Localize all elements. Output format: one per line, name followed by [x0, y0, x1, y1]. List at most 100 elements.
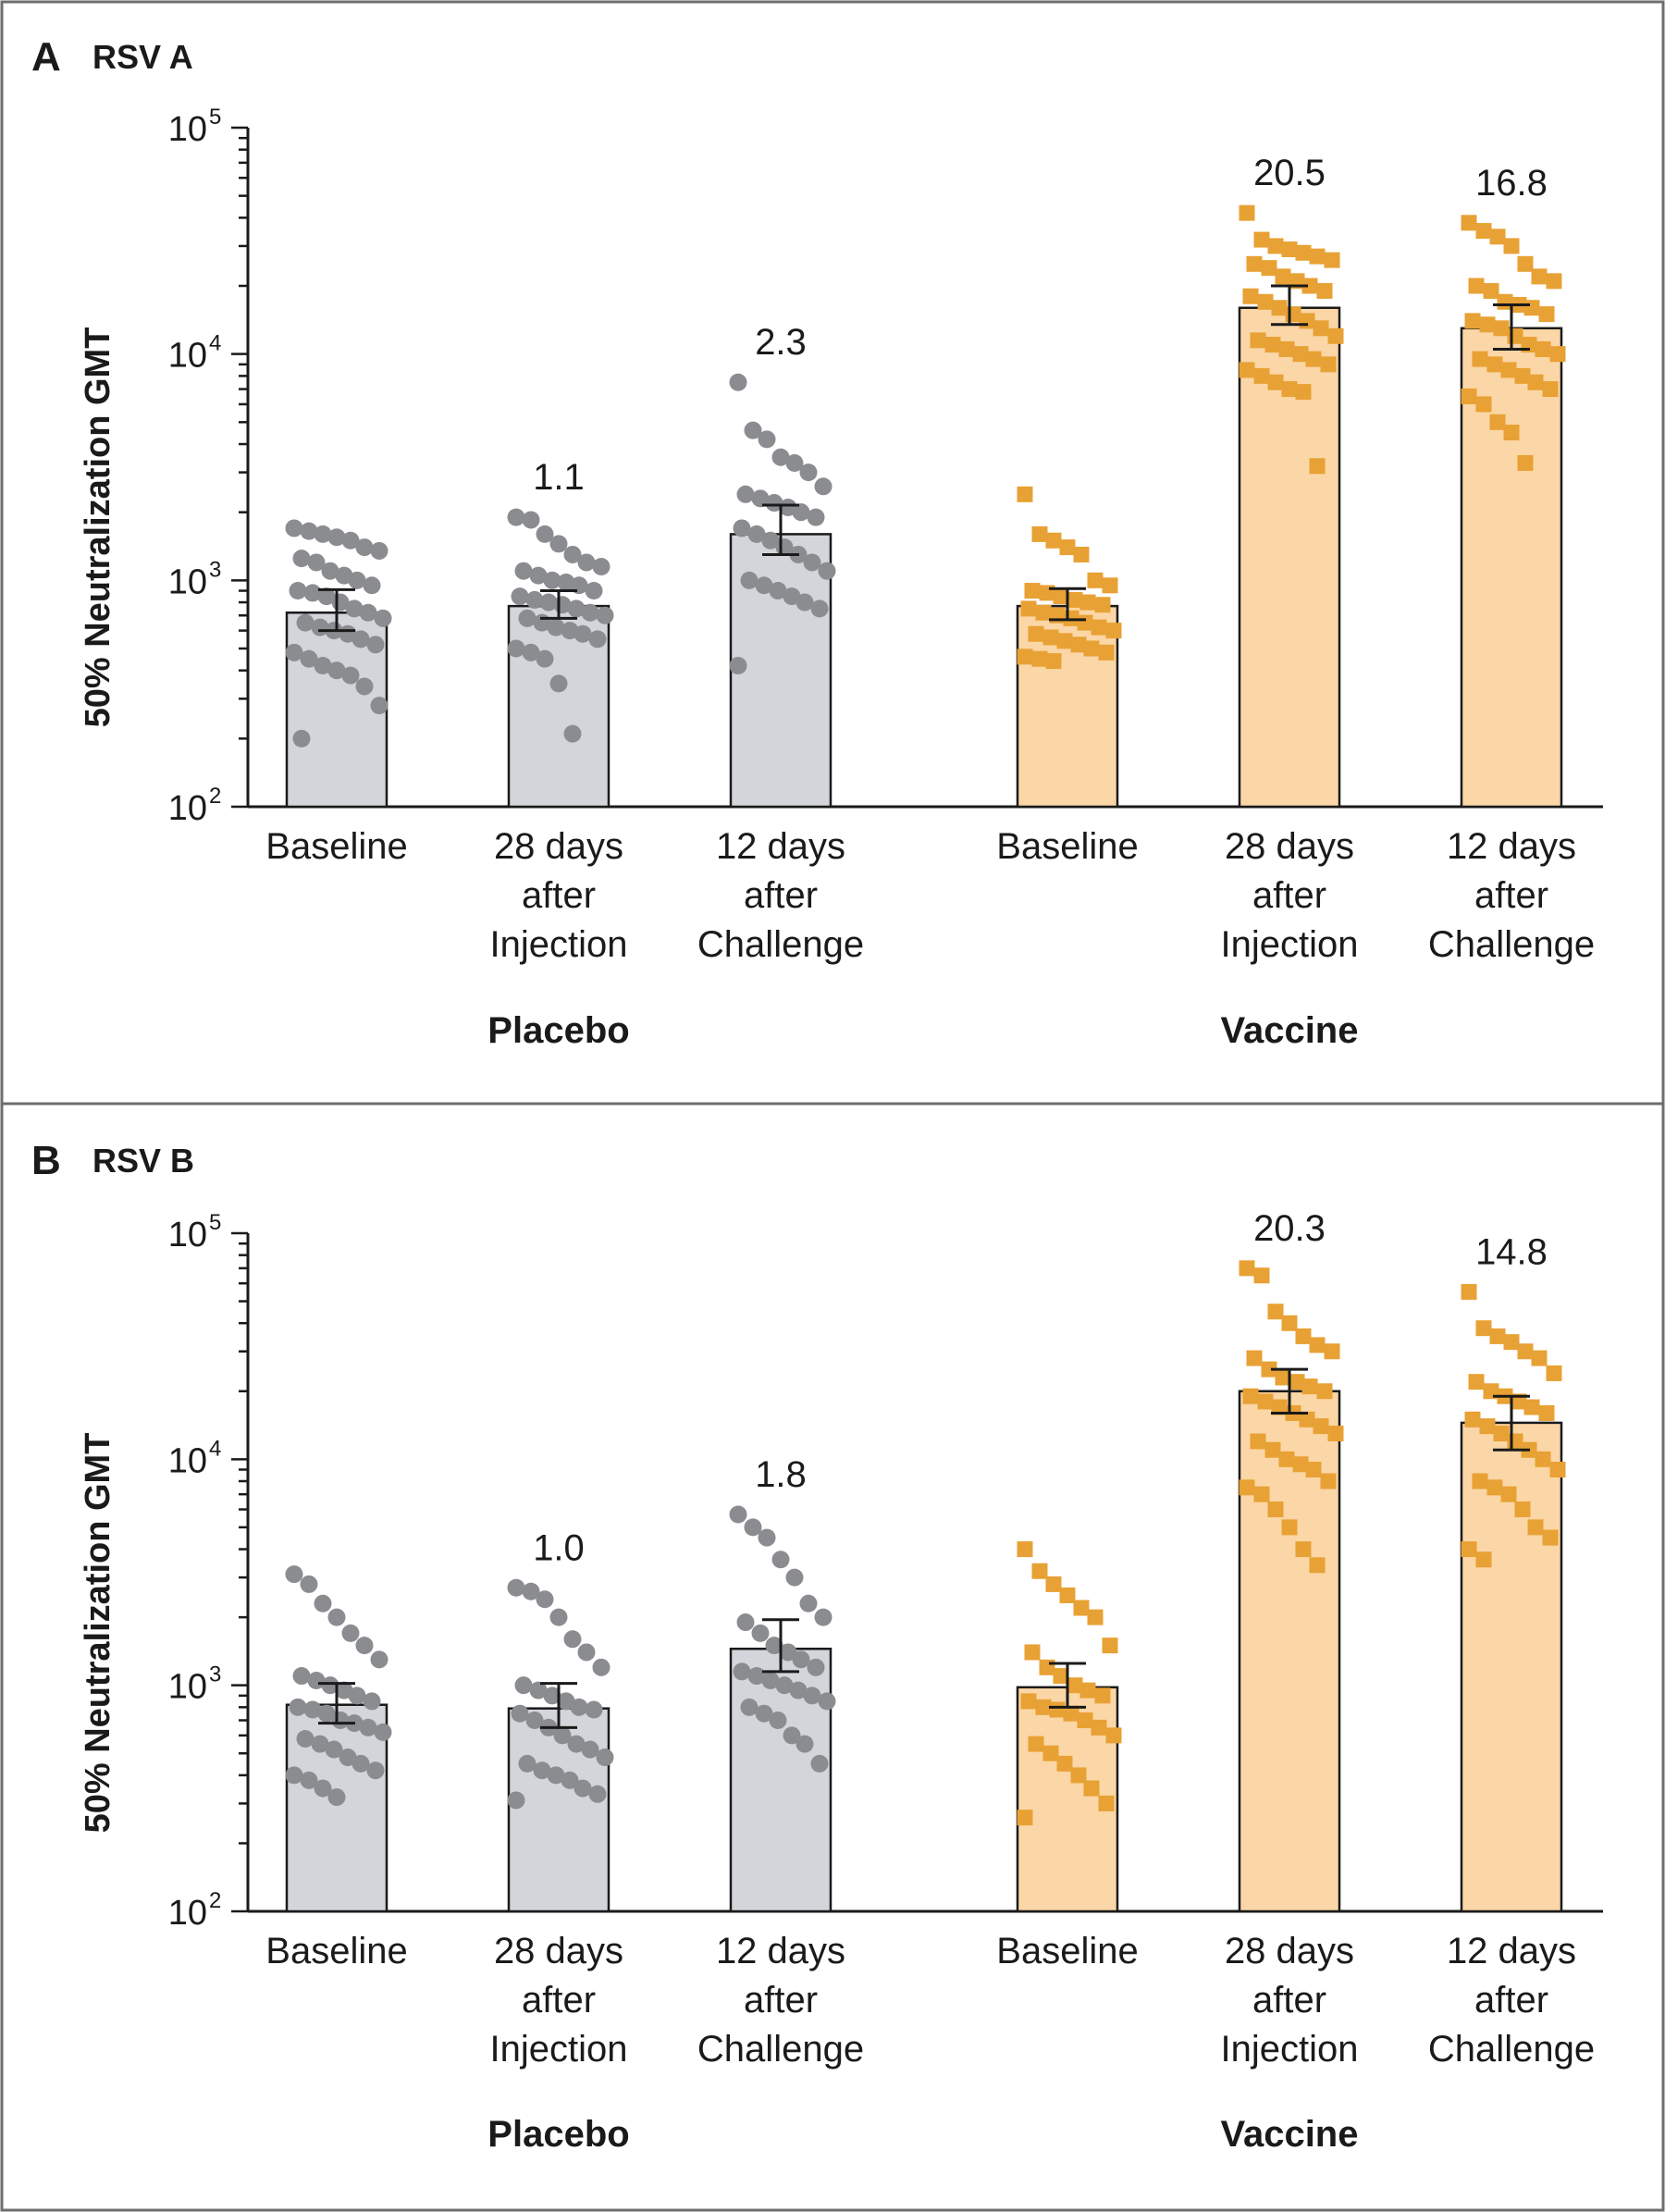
bar — [1238, 1390, 1341, 1913]
data-point — [327, 661, 346, 680]
data-point — [747, 1667, 766, 1686]
data-point — [348, 1687, 366, 1705]
data-point — [567, 1735, 586, 1753]
y-tick-exponent: 3 — [209, 1662, 221, 1687]
data-point — [1507, 327, 1523, 344]
data-point — [585, 582, 603, 600]
data-point — [327, 1608, 346, 1626]
y-tick-exponent: 5 — [209, 105, 221, 130]
data-point — [1517, 454, 1534, 471]
y-tick-label: 10 — [168, 110, 207, 149]
data-point — [1461, 1541, 1477, 1558]
data-point — [518, 1754, 536, 1773]
data-point — [1503, 1334, 1520, 1351]
data-point — [1035, 1699, 1052, 1715]
data-point — [1031, 1563, 1048, 1579]
data-point — [314, 525, 332, 543]
data-point — [303, 1700, 322, 1719]
data-point — [771, 448, 790, 466]
data-point — [1327, 327, 1344, 344]
data-point — [1059, 1587, 1076, 1603]
data-label: 20.3 — [1253, 1208, 1326, 1249]
x-tick-label: 12 days — [1447, 826, 1576, 867]
data-point — [1295, 1328, 1312, 1344]
data-point — [1028, 1736, 1044, 1752]
data-point — [374, 609, 392, 627]
data-point — [1102, 1637, 1118, 1654]
data-label: 16.8 — [1475, 163, 1548, 204]
data-point — [1517, 255, 1534, 272]
x-tick-label: Baseline — [996, 1931, 1138, 1971]
data-point — [1320, 1473, 1337, 1489]
data-point — [1264, 337, 1281, 353]
x-tick-label: after — [1252, 1980, 1326, 2020]
data-point — [758, 1528, 776, 1547]
data-point — [1468, 1374, 1485, 1390]
data-point — [751, 1624, 770, 1642]
data-point — [563, 545, 582, 563]
data-point — [1271, 300, 1288, 316]
data-point — [1083, 640, 1100, 657]
data-point — [1063, 1705, 1079, 1722]
data-label: 1.8 — [755, 1454, 807, 1495]
x-tick-label: after — [1474, 875, 1548, 916]
data-point — [549, 1608, 568, 1626]
panel-letter: A — [31, 34, 61, 80]
data-point — [729, 657, 747, 675]
data-point — [1067, 1677, 1083, 1694]
data-point — [785, 1568, 804, 1587]
data-point — [1017, 1810, 1033, 1826]
data-point — [1042, 629, 1059, 646]
data-point — [307, 1671, 326, 1689]
y-tick-exponent: 4 — [209, 331, 221, 356]
data-point — [1253, 231, 1270, 248]
x-tick-label: after — [1252, 875, 1326, 916]
data-point — [1070, 636, 1087, 653]
data-point — [1327, 1425, 1344, 1441]
data-point — [285, 643, 303, 661]
data-point — [1549, 346, 1566, 363]
data-point — [1053, 1668, 1069, 1685]
data-point — [588, 630, 607, 649]
data-point — [1039, 1659, 1055, 1675]
data-point — [1024, 1644, 1041, 1661]
data-point — [1083, 1780, 1100, 1797]
data-point — [547, 1766, 565, 1785]
data-point — [1073, 1600, 1090, 1616]
data-point — [1305, 351, 1322, 367]
data-point — [1105, 1727, 1122, 1744]
data-point — [359, 1718, 377, 1736]
data-point — [1531, 1350, 1548, 1366]
data-point — [1239, 204, 1255, 221]
data-point — [1313, 1418, 1329, 1435]
data-point — [796, 1735, 814, 1753]
panel-title: RSV A — [92, 38, 193, 76]
data-point — [314, 1594, 332, 1613]
data-point — [577, 1643, 596, 1662]
data-point — [533, 1761, 551, 1780]
data-point — [1292, 346, 1309, 363]
data-point — [744, 1518, 762, 1537]
data-point — [1098, 644, 1115, 661]
data-point — [1535, 340, 1551, 357]
data-point — [1281, 381, 1298, 398]
data-point — [769, 582, 787, 600]
data-point — [366, 1761, 385, 1780]
data-point — [814, 477, 832, 496]
data-point — [1523, 300, 1540, 316]
data-point — [1056, 633, 1073, 649]
data-point — [1535, 1451, 1551, 1467]
data-point — [1292, 1456, 1309, 1473]
data-point — [596, 606, 614, 624]
data-point — [755, 576, 773, 595]
data-point — [796, 593, 814, 612]
data-point — [327, 528, 346, 547]
data-point — [370, 697, 388, 715]
data-point — [1316, 282, 1333, 299]
data-point — [1094, 1687, 1111, 1704]
data-point — [543, 571, 561, 589]
y-tick-label: 10 — [168, 1216, 207, 1254]
data-point — [345, 599, 364, 618]
data-point — [729, 373, 747, 391]
